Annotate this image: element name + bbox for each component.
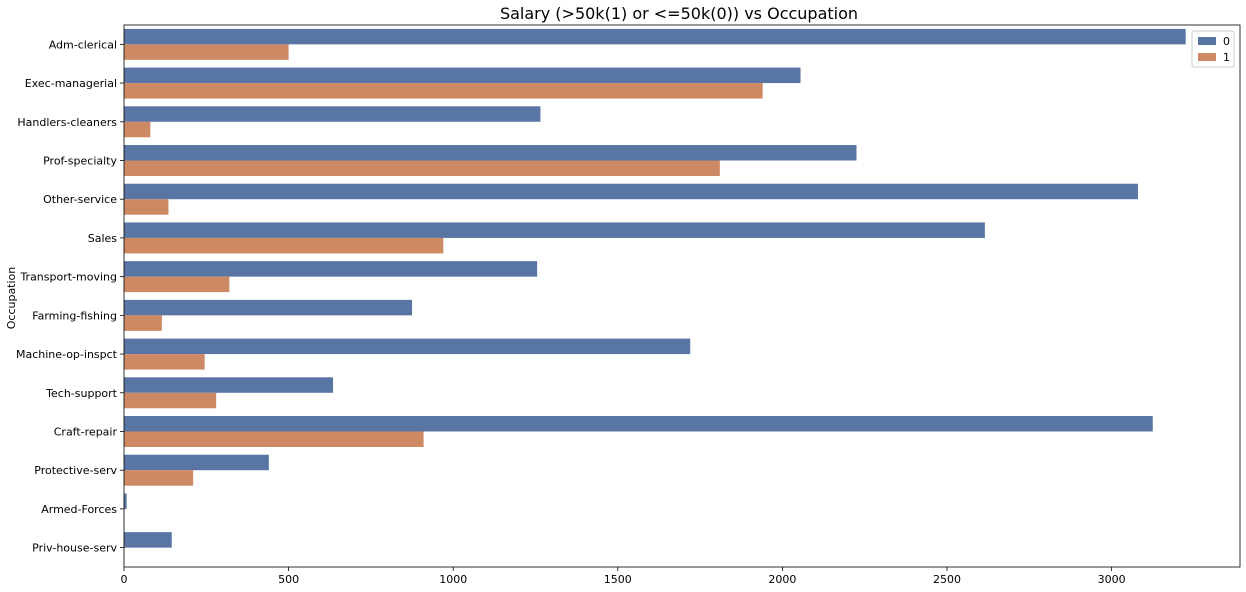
bar-protective-serv-series-0 [124,454,269,471]
y-tick-label: Armed-Forces [41,503,117,516]
bar-tech-support-series-1 [124,392,217,409]
x-tick-label: 500 [278,573,299,586]
x-tick-label: 1500 [604,573,632,586]
bar-priv-house-serv-series-0 [124,532,172,548]
legend-swatch-series-0 [1198,37,1216,45]
y-tick-label: Protective-serv [34,464,117,477]
y-tick-label: Other-service [43,193,117,206]
plot-frame [123,24,1241,568]
legend-swatch-series-1 [1198,53,1216,61]
bar-other-service-series-0 [124,183,1138,200]
bar-sales-series-1 [124,237,444,254]
bar-prof-specialty-series-0 [124,145,857,161]
bar-transport-moving-series-0 [124,261,538,277]
y-tick-label: Farming-fishing [32,309,117,322]
y-tick-label: Craft-repair [54,426,118,439]
bar-transport-moving-series-1 [124,276,230,293]
legend: 01 [1191,30,1235,68]
y-axis-label: Occupation [5,267,18,330]
bar-farming-fishing-series-1 [124,315,162,331]
bar-craft-repair-series-0 [124,416,1153,432]
bar-protective-serv-series-1 [124,470,194,486]
bar-machine-op-inspct-series-1 [124,354,205,370]
bar-farming-fishing-series-0 [124,299,413,316]
bar-exec-managerial-series-0 [124,67,801,84]
y-tick-label: Tech-support [45,387,118,400]
chart-title: Salary (>50k(1) or <=50k(0)) vs Occupati… [500,4,858,23]
axes-layer: Adm-clerical Exec-managerial Handlers-clea… [16,24,1241,586]
x-tick-label: 2000 [768,573,796,586]
bar-adm-clerical-series-1 [124,44,289,60]
y-tick-label: Adm-clerical [49,38,117,51]
bar-prof-specialty-series-1 [124,160,720,176]
bar-sales-series-0 [124,222,985,238]
y-tick-label: Handlers-cleaners [17,116,117,129]
bar-adm-clerical-series-0 [124,28,1186,45]
y-tick-label: Machine-op-inspct [16,348,118,361]
legend-label-series-0: 0 [1223,35,1230,48]
bar-machine-op-inspct-series-0 [124,338,691,355]
bar-exec-managerial-series-1 [124,83,763,99]
bar-craft-repair-series-1 [124,431,424,447]
y-tick-label: Priv-house-serv [32,542,117,555]
y-tick-label: Prof-specialty [43,155,117,168]
x-tick-label: 1000 [439,573,467,586]
y-tick-label: Exec-managerial [25,77,117,90]
y-tick-label: Sales [88,232,118,245]
bars-layer [124,28,1186,564]
legend-label-series-1: 1 [1223,51,1230,64]
bar-handlers-cleaners-series-1 [124,121,151,138]
x-tick-label: 2500 [933,573,961,586]
bar-handlers-cleaners-series-0 [124,106,541,122]
bar-armed-forces-series-0 [124,493,127,509]
x-tick-label: 3000 [1098,573,1126,586]
bar-other-service-series-1 [124,199,169,215]
bar-tech-support-series-0 [124,377,334,393]
x-tick-label: 0 [121,573,128,586]
y-tick-label: Transport-moving [19,271,117,284]
